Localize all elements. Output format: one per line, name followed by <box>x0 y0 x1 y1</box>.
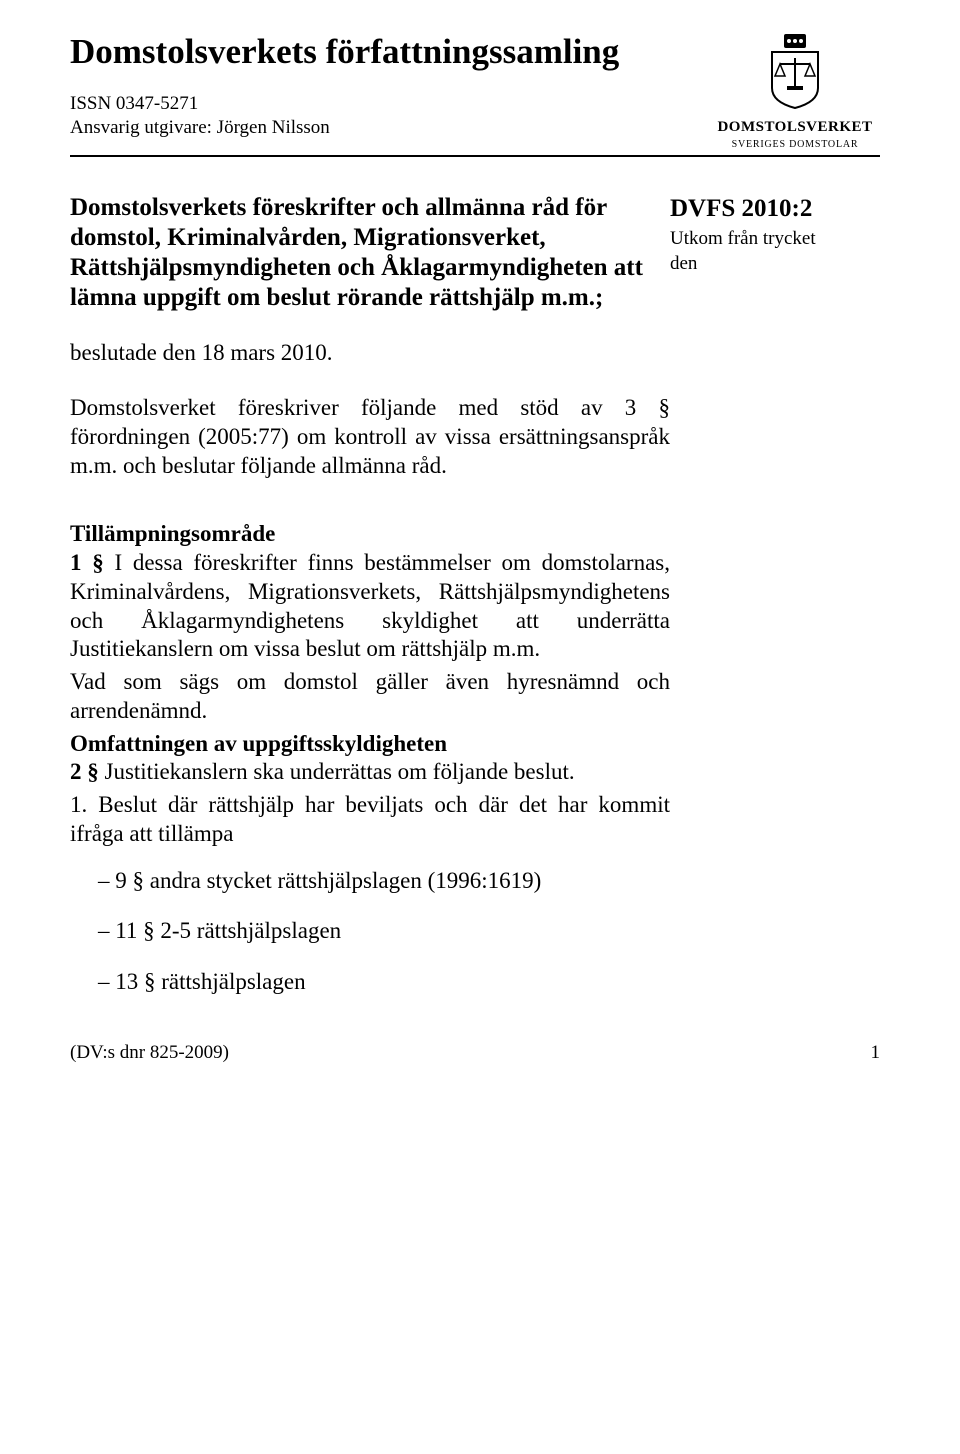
dvfs-number: DVFS 2010:2 <box>670 193 880 224</box>
header-rule <box>70 155 880 157</box>
para-1-body: I dessa föreskrifter finns bestämmelser … <box>70 550 670 661</box>
list-item-2-text: 11 § 2-5 rättshjälpslagen <box>115 918 341 943</box>
diary-number: (DV:s dnr 825-2009) <box>70 1041 229 1065</box>
section-scope: Omfattningen av uppgiftsskyldigheten 2 §… <box>70 730 670 788</box>
preamble: Domstolsverket föreskriver följande med … <box>70 394 670 480</box>
page-number: 1 <box>871 1041 881 1065</box>
page-footer: (DV:s dnr 825-2009) 1 <box>70 1041 880 1065</box>
agency-logo: DOMSTOLSVERKET SVERIGES DOMSTOLAR <box>710 30 880 151</box>
document-header: Domstolsverkets författningssamling ISSN… <box>70 30 880 151</box>
decided-date: beslutade den 18 mars 2010. <box>70 339 670 368</box>
logo-text: DOMSTOLSVERKET <box>710 118 880 137</box>
header-left: Domstolsverkets författningssamling ISSN… <box>70 30 710 145</box>
publication-info: DVFS 2010:2 Utkom från trycket den <box>670 193 880 313</box>
para-1-number: 1 § <box>70 550 104 575</box>
issn-line: ISSN 0347-5271 <box>70 92 710 116</box>
title-row: Domstolsverkets föreskrifter och allmänn… <box>70 193 880 313</box>
para-2-body: Justitiekanslern ska underrättas om följ… <box>99 759 575 784</box>
application-heading: Tillämpningsområde <box>70 520 670 549</box>
logo-subtext: SVERIGES DOMSTOLAR <box>710 139 880 152</box>
regulation-title: Domstolsverkets föreskrifter och allmänn… <box>70 193 670 313</box>
coat-of-arms-icon <box>760 32 830 112</box>
vad-som-sags: Vad som sägs om domstol gäller även hyre… <box>70 668 670 726</box>
dash-list: – 9 § andra stycket rättshjälpslagen (19… <box>98 867 670 997</box>
scope-heading: Omfattningen av uppgiftsskyldigheten <box>70 730 670 759</box>
utkom-line-1: Utkom från trycket <box>670 227 880 251</box>
utkom-line-2: den <box>670 252 880 276</box>
para-2-number: 2 § <box>70 759 99 784</box>
point-1: 1. Beslut där rättshjälp har beviljats o… <box>70 791 670 849</box>
list-item-3: – 13 § rättshjälpslagen <box>98 968 670 997</box>
regulation-title-text: Domstolsverkets föreskrifter och allmänn… <box>70 193 650 313</box>
list-item-1: – 9 § andra stycket rättshjälpslagen (19… <box>98 867 670 896</box>
list-item-1-text: 9 § andra stycket rättshjälpslagen (1996… <box>115 868 541 893</box>
list-item-3-text: 13 § rättshjälpslagen <box>115 969 305 994</box>
list-item-2: – 11 § 2-5 rättshjälpslagen <box>98 917 670 946</box>
utgivare-line: Ansvarig utgivare: Jörgen Nilsson <box>70 116 710 140</box>
main-title: Domstolsverkets författningssamling <box>70 30 710 74</box>
section-application: Tillämpningsområde 1 § I dessa föreskrif… <box>70 520 670 664</box>
